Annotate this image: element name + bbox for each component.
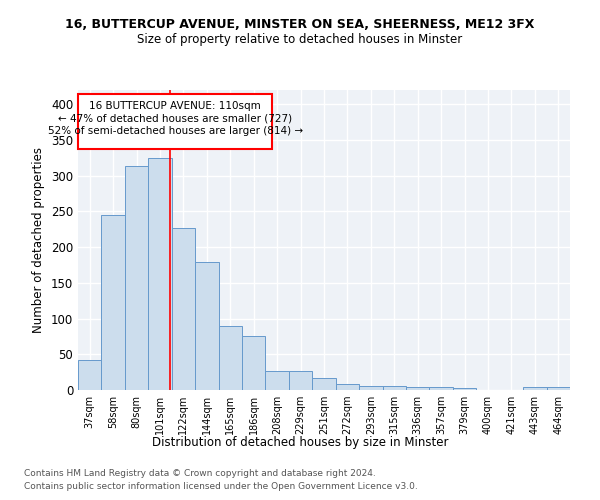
Bar bbox=[406, 387, 430, 390]
Text: Size of property relative to detached houses in Minster: Size of property relative to detached ho… bbox=[137, 32, 463, 46]
Bar bbox=[172, 228, 195, 390]
Y-axis label: Number of detached properties: Number of detached properties bbox=[32, 147, 46, 333]
Bar bbox=[336, 384, 359, 390]
Bar bbox=[242, 336, 265, 390]
Text: 16, BUTTERCUP AVENUE, MINSTER ON SEA, SHEERNESS, ME12 3FX: 16, BUTTERCUP AVENUE, MINSTER ON SEA, SH… bbox=[65, 18, 535, 30]
Text: Contains HM Land Registry data © Crown copyright and database right 2024.: Contains HM Land Registry data © Crown c… bbox=[24, 468, 376, 477]
Bar bbox=[125, 166, 148, 390]
Text: ← 47% of detached houses are smaller (727): ← 47% of detached houses are smaller (72… bbox=[58, 114, 292, 124]
Bar bbox=[359, 386, 383, 390]
Bar bbox=[523, 387, 547, 390]
FancyBboxPatch shape bbox=[78, 94, 272, 148]
Bar bbox=[265, 372, 289, 390]
Text: 16 BUTTERCUP AVENUE: 110sqm: 16 BUTTERCUP AVENUE: 110sqm bbox=[89, 102, 261, 112]
Bar bbox=[312, 378, 336, 390]
Bar bbox=[218, 326, 242, 390]
Bar bbox=[383, 386, 406, 390]
Text: Contains public sector information licensed under the Open Government Licence v3: Contains public sector information licen… bbox=[24, 482, 418, 491]
Bar bbox=[430, 387, 453, 390]
Bar bbox=[453, 388, 476, 390]
Text: 52% of semi-detached houses are larger (814) →: 52% of semi-detached houses are larger (… bbox=[47, 126, 303, 136]
Bar bbox=[289, 372, 312, 390]
Bar bbox=[148, 158, 172, 390]
Bar bbox=[195, 262, 218, 390]
Text: Distribution of detached houses by size in Minster: Distribution of detached houses by size … bbox=[152, 436, 448, 449]
Bar bbox=[547, 387, 570, 390]
Bar bbox=[101, 215, 125, 390]
Bar bbox=[78, 360, 101, 390]
